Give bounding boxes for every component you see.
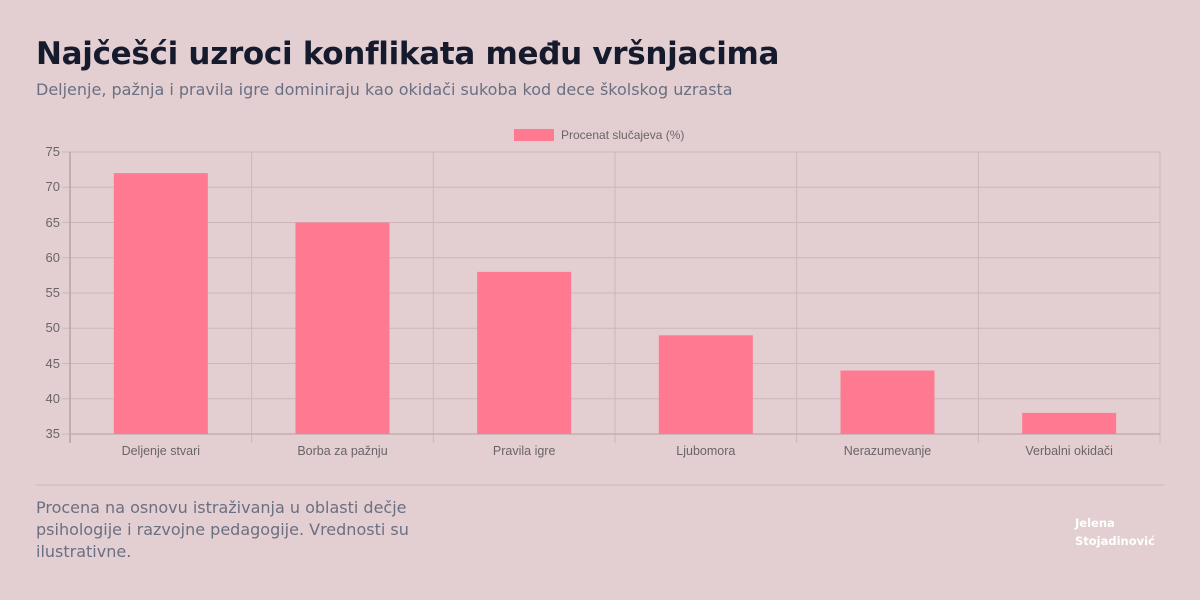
- y-tick-label: 70: [45, 179, 60, 195]
- legend-swatch: [514, 129, 554, 141]
- author-credit: Jelena Stojadinović: [1075, 514, 1155, 550]
- x-tick-label: Verbalni okidači: [1025, 444, 1113, 458]
- x-tick-label: Deljenje stvari: [121, 444, 201, 458]
- bar: [658, 335, 753, 434]
- author-first-name: Jelena: [1075, 516, 1115, 530]
- bar: [295, 222, 390, 434]
- y-tick-label: 40: [45, 390, 60, 406]
- chart-legend[interactable]: Procenat slučajeva (%): [514, 128, 684, 142]
- bar: [477, 271, 572, 434]
- x-tick-label: Ljubomora: [676, 444, 736, 458]
- x-tick-label: Nerazumevanje: [843, 444, 932, 458]
- footnote: Procena na osnovu istraživanja u oblasti…: [36, 498, 409, 561]
- y-tick-label: 45: [45, 355, 60, 371]
- bar: [840, 370, 935, 434]
- y-tick-label: 60: [45, 249, 60, 265]
- y-tick-label: 65: [45, 214, 60, 230]
- x-tick-label: Pravila igre: [492, 444, 556, 458]
- legend-label: Procenat slučajeva (%): [561, 128, 685, 142]
- bar: [113, 173, 208, 434]
- bar: [1022, 412, 1117, 434]
- page-title: Najčešći uzroci konflikata među vršnjaci…: [36, 36, 780, 72]
- page-subtitle: Deljenje, pažnja i pravila igre dominira…: [36, 80, 733, 99]
- author-last-name: Stojadinović: [1075, 534, 1155, 548]
- bar-chart: 35 40 45 50 55 60 65 70 75 Deljenje stvari Borba z…: [45, 144, 1161, 458]
- footer-divider: [36, 484, 1164, 486]
- y-tick-label: 35: [45, 426, 60, 441]
- y-tick-label: 50: [45, 320, 60, 336]
- y-tick-label: 55: [45, 285, 60, 300]
- chart-plot-area: [62, 151, 1161, 443]
- x-tick-label: Borba za pažnju: [297, 444, 388, 458]
- y-tick-label: 75: [45, 144, 60, 159]
